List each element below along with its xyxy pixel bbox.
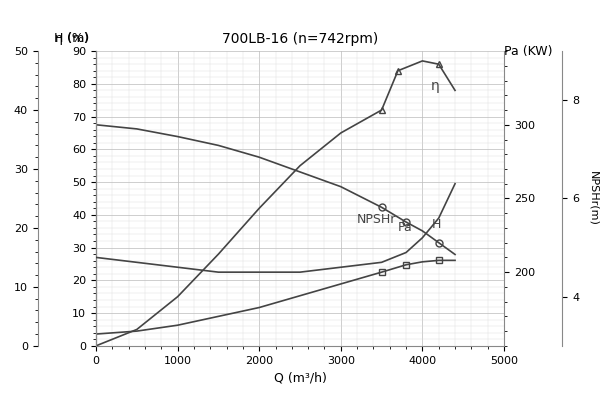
Title: 700LB-16 (n=742rpm): 700LB-16 (n=742rpm) (222, 32, 378, 46)
Y-axis label: Pa (KW): Pa (KW) (504, 45, 553, 58)
Text: η: η (431, 79, 439, 94)
Text: Pa: Pa (398, 221, 413, 234)
Text: H: H (432, 218, 442, 231)
Y-axis label: NPSHr(m): NPSHr(m) (589, 171, 599, 226)
Y-axis label: H (m): H (m) (54, 32, 89, 45)
Y-axis label: η (%): η (%) (55, 32, 88, 45)
Text: NPSHr: NPSHr (357, 213, 397, 226)
X-axis label: Q (m³/h): Q (m³/h) (274, 371, 326, 384)
